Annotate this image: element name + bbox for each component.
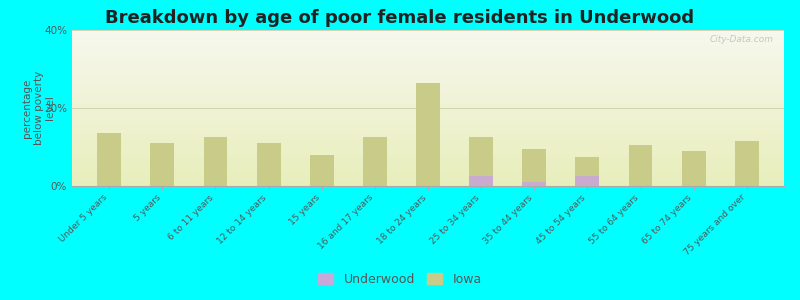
Bar <box>257 143 281 186</box>
Bar <box>629 145 653 186</box>
Bar <box>310 155 334 186</box>
Text: Breakdown by age of poor female residents in Underwood: Breakdown by age of poor female resident… <box>106 9 694 27</box>
Bar <box>98 133 121 186</box>
Bar <box>469 176 493 186</box>
Bar <box>416 82 440 186</box>
Bar <box>575 157 599 186</box>
Bar <box>469 137 493 186</box>
Bar <box>575 176 599 186</box>
Bar <box>150 143 174 186</box>
Text: City-Data.com: City-Data.com <box>710 35 774 44</box>
Legend: Underwood, Iowa: Underwood, Iowa <box>314 268 486 291</box>
Bar <box>682 151 706 186</box>
Y-axis label: percentage
below poverty
level: percentage below poverty level <box>22 71 55 145</box>
Bar <box>203 137 227 186</box>
Bar <box>363 137 387 186</box>
Bar <box>522 182 546 186</box>
Bar <box>522 149 546 186</box>
Bar <box>735 141 758 186</box>
